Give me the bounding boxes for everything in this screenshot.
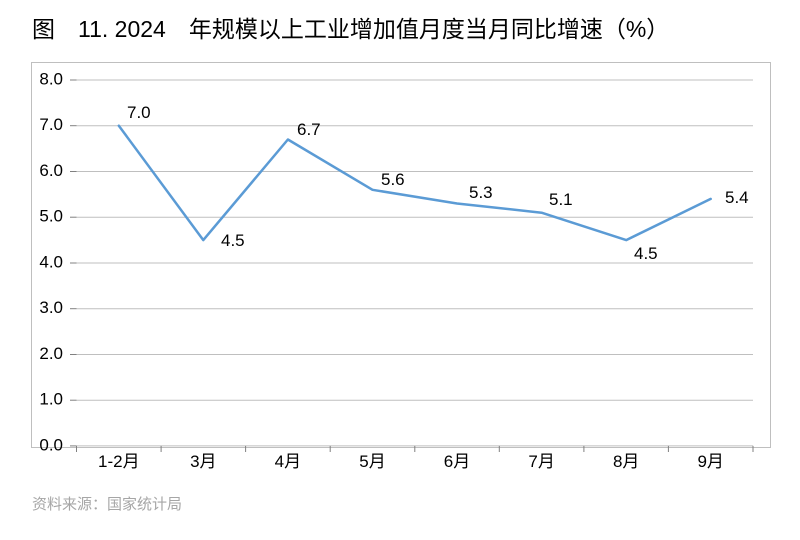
- svg-text:4.5: 4.5: [634, 244, 658, 263]
- svg-text:4.0: 4.0: [39, 253, 63, 272]
- svg-text:5.0: 5.0: [39, 207, 63, 226]
- svg-text:5.1: 5.1: [549, 190, 573, 209]
- svg-text:3月: 3月: [190, 452, 216, 471]
- svg-text:2.0: 2.0: [39, 344, 63, 363]
- svg-text:5.4: 5.4: [725, 188, 749, 207]
- svg-text:4.5: 4.5: [221, 231, 245, 250]
- svg-text:9月: 9月: [697, 452, 723, 471]
- svg-text:0.0: 0.0: [39, 435, 63, 454]
- svg-text:6.0: 6.0: [39, 161, 63, 180]
- svg-text:4月: 4月: [275, 452, 301, 471]
- svg-text:1-2月: 1-2月: [98, 452, 140, 471]
- svg-text:5.3: 5.3: [469, 183, 493, 202]
- svg-text:5.6: 5.6: [381, 170, 405, 189]
- svg-text:3.0: 3.0: [39, 298, 63, 317]
- svg-text:7.0: 7.0: [127, 103, 151, 122]
- svg-text:8月: 8月: [613, 452, 639, 471]
- svg-text:6.7: 6.7: [297, 120, 321, 139]
- svg-text:1.0: 1.0: [39, 390, 63, 409]
- svg-text:6月: 6月: [444, 452, 470, 471]
- svg-text:5月: 5月: [359, 452, 385, 471]
- svg-text:7月: 7月: [528, 452, 554, 471]
- svg-text:8.0: 8.0: [39, 70, 63, 89]
- svg-text:7.0: 7.0: [39, 115, 63, 134]
